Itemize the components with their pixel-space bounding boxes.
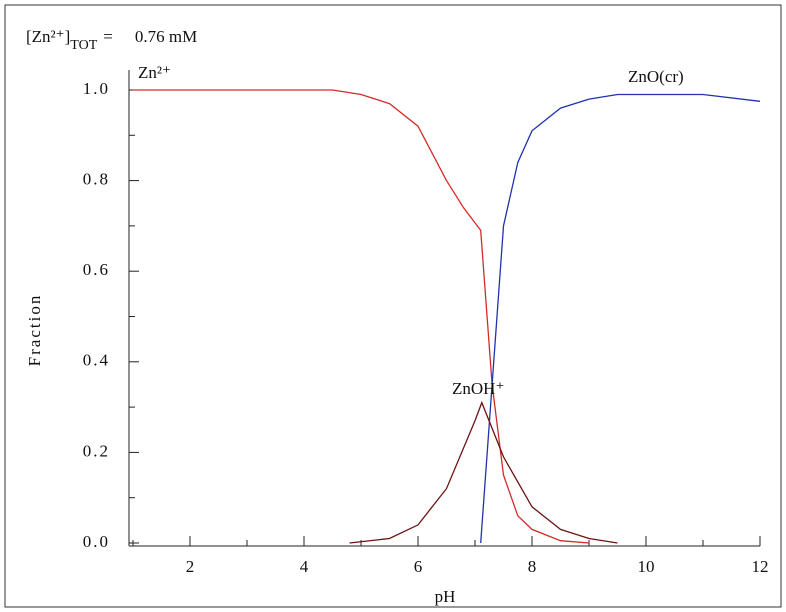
series-line — [480, 93, 761, 544]
annotation-eq: = — [103, 27, 113, 46]
series-label: ZnOH⁺ — [452, 379, 504, 398]
x-tick-label: 4 — [300, 557, 309, 576]
annotation-value: 0.76 mM — [135, 27, 197, 46]
annotation-sub: TOT — [70, 38, 97, 53]
y-tick-label: 0.8 — [83, 170, 110, 189]
series-label: ZnO(cr) — [628, 67, 684, 86]
x-tick-label: 10 — [638, 557, 655, 576]
x-axis-label: pH — [435, 587, 456, 606]
y-tick-label: 0.0 — [83, 532, 110, 551]
annotation-open: [Zn²⁺] — [26, 27, 70, 46]
series-line — [349, 400, 618, 544]
y-tick-label: 0.6 — [83, 260, 110, 279]
series-line — [133, 89, 590, 544]
x-tick-label: 2 — [186, 557, 195, 576]
y-axis-label: Fraction — [25, 294, 44, 367]
y-tick-label: 0.2 — [83, 441, 110, 460]
x-tick-label: 6 — [414, 557, 423, 576]
y-tick-label: 1.0 — [83, 79, 110, 98]
frame — [4, 4, 782, 608]
y-tick-label: 0.4 — [83, 351, 110, 370]
x-tick-label: 8 — [528, 557, 537, 576]
x-tick-label: 12 — [752, 557, 769, 576]
annotation: [Zn²⁺]TOT = 0.76 mM — [26, 27, 197, 53]
series-label: Zn²⁺ — [138, 63, 171, 82]
